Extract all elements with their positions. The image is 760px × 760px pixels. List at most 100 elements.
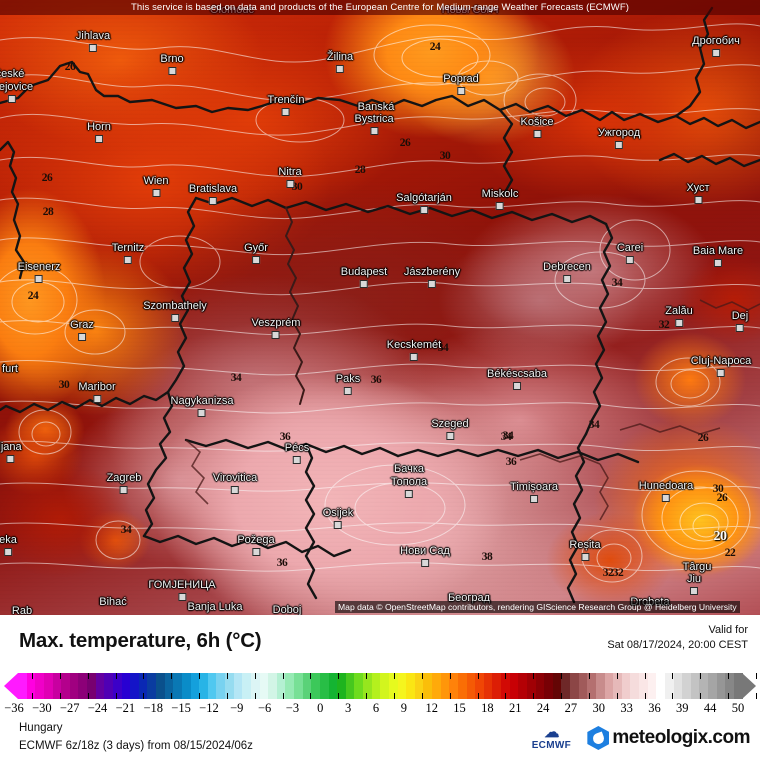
city-label: Horn: [87, 121, 111, 143]
city-label: ГОМЈЕНИЦА: [148, 579, 216, 601]
valid-for-label: Valid for: [708, 624, 748, 636]
city-name: Požega: [237, 534, 275, 546]
city-name: české: [0, 68, 25, 80]
city-name: Salgótarján: [396, 192, 452, 204]
city-label: Bratislava: [189, 183, 237, 205]
city-label: Budapest: [341, 266, 387, 288]
city-label: Jászberény: [404, 266, 460, 288]
contour-value: 30: [712, 483, 724, 495]
color-swatch: [526, 673, 536, 699]
map-texture: [0, 0, 760, 615]
ecmwf-logo: ☁ ECMWF: [524, 725, 578, 751]
city-label: Čejovice: [0, 81, 34, 103]
city-name: Graz: [70, 319, 94, 331]
tick-label: −24: [87, 701, 108, 715]
legend-title: Max. temperature, 6h (°C): [19, 629, 262, 652]
contour-value: 34: [611, 277, 623, 289]
tick-mark: [254, 673, 256, 679]
meteologix-logo[interactable]: meteologix.com: [587, 726, 750, 750]
contour-value: 24: [429, 41, 441, 53]
contour-value: 34: [588, 419, 600, 431]
city-name: Žilina: [326, 51, 354, 63]
meteologix-wordmark: meteologix.com: [612, 727, 750, 748]
city-label: Zagreb: [107, 472, 141, 494]
city-label: Bihać: [99, 596, 127, 609]
city-marker-icon: [615, 140, 623, 149]
tick-mark: [115, 673, 117, 679]
color-swatch: [199, 673, 208, 699]
city-marker-icon: [95, 134, 103, 143]
city-marker-icon: [344, 386, 352, 395]
tick-mark: [672, 673, 674, 679]
city-label: Kecskemét: [387, 339, 441, 361]
color-swatch: [432, 673, 441, 699]
scale-high-arrow: [742, 673, 756, 699]
city-label: Nitra: [278, 166, 302, 188]
color-swatch: [535, 673, 545, 699]
tick-mark: [87, 693, 89, 699]
color-swatch: [501, 673, 510, 699]
tick-mark: [282, 673, 284, 679]
city-label: Veszprém: [252, 317, 300, 339]
city-marker-icon: [281, 107, 290, 116]
city-name: eka: [0, 534, 17, 546]
city-name: Brno: [160, 53, 184, 65]
region-label: Hungary: [19, 722, 63, 734]
city-label: Jiu: [687, 573, 701, 595]
tick-label: 6: [372, 701, 380, 715]
city-marker-icon: [8, 94, 16, 103]
branding[interactable]: ☁ ECMWF meteologix.com: [524, 719, 751, 757]
city-name: Dej: [731, 310, 749, 322]
tick-mark: [505, 693, 507, 699]
color-swatch: [285, 673, 294, 699]
tick-label: −21: [115, 701, 136, 715]
valid-for-date: Sat 08/17/2024, 20:00 CEST: [607, 639, 748, 651]
color-scale-bar[interactable]: [4, 673, 757, 699]
city-marker-icon: [420, 205, 428, 214]
contour-value-labels: 26 26 28 24 26 28 30 30 24 30 34 34 36 34 32 32 34 36 34 36…: [27, 41, 736, 579]
city-marker-icon: [529, 494, 538, 503]
city-marker-icon: [334, 520, 342, 529]
color-swatch: [216, 673, 225, 699]
city-marker-icon: [6, 454, 14, 463]
contour-value: 30: [291, 181, 303, 193]
color-swatch: [61, 673, 70, 699]
tick-label: 39: [676, 701, 689, 715]
city-name: ljana: [0, 441, 22, 453]
meteologix-hex-icon: [587, 726, 610, 750]
city-marker-icon: [370, 126, 378, 135]
city-name: Nagykanizsa: [170, 395, 234, 407]
color-swatch: [587, 673, 596, 699]
color-swatch: [552, 673, 562, 699]
city-marker-icon: [89, 43, 97, 52]
color-swatch: [733, 673, 743, 699]
tick-mark: [616, 693, 618, 699]
contour-value: 24: [27, 290, 39, 302]
city-label: Trenčín: [268, 94, 304, 116]
city-name: Београд: [447, 592, 491, 604]
color-swatch: [414, 673, 424, 699]
color-swatch: [457, 673, 467, 699]
city-name: Doboj: [272, 604, 302, 615]
contour-value: 34: [120, 524, 132, 536]
city-name: Čejovice: [0, 81, 34, 93]
tick-mark: [700, 693, 702, 699]
city-marker-icon: [513, 381, 521, 390]
tick-label: 36: [648, 701, 661, 715]
contour-value: 34: [437, 342, 449, 354]
color-swatch: [406, 673, 415, 699]
city-label: Ужгород: [598, 127, 640, 149]
tick-label: 12: [425, 701, 438, 715]
city-name: Maribor: [78, 381, 116, 393]
city-marker-icon: [581, 552, 589, 561]
city-label: Banja Luka: [187, 601, 242, 614]
color-swatch: [18, 673, 27, 699]
temperature-map[interactable]: 26 26 28 24 26 28 30 30 24 30 34 34 36 34 32 32 34 36 34 36…: [0, 0, 760, 615]
city-label: Brno: [160, 53, 184, 75]
tick-label: −12: [199, 701, 219, 715]
city-label: Graz: [70, 319, 94, 341]
city-label: Debrecen: [543, 261, 591, 283]
city-label: Baia Mare: [693, 245, 743, 267]
color-swatch: [656, 673, 665, 699]
